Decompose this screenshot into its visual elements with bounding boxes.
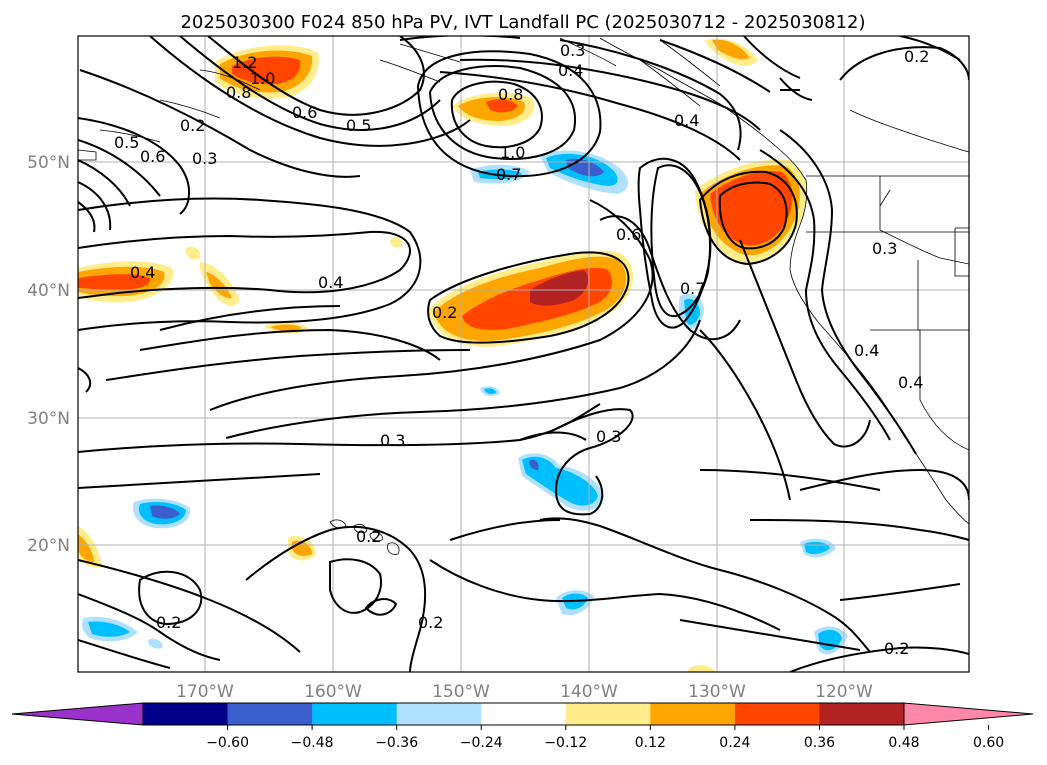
colorbar-segment	[227, 703, 313, 725]
colorbar-segment	[396, 703, 482, 725]
lon-label: 130°W	[688, 682, 746, 702]
contour-label: 0.8	[498, 85, 523, 104]
contour-label: 0.7	[496, 165, 521, 184]
lon-label: 160°W	[304, 682, 362, 702]
lat-label: 20°N	[27, 536, 70, 556]
colorbar-frame	[142, 702, 905, 726]
contour-label: 0.7	[680, 279, 705, 298]
lon-label: 170°W	[176, 682, 234, 702]
colorbar-tick-label: −0.48	[291, 735, 334, 751]
colorbar-segment	[650, 703, 736, 725]
lon-label: 140°W	[560, 682, 618, 702]
colorbar-tick-label: −0.24	[460, 735, 503, 751]
latitude-labels: 50°N 40°N 30°N 20°N	[27, 153, 70, 556]
colorbar-tick-label: −0.60	[206, 735, 249, 751]
contour-label: 0.2	[884, 639, 909, 658]
contour-label: 0.2	[418, 613, 443, 632]
contour-label: 0.2	[356, 527, 381, 546]
contour-label: 1.0	[250, 69, 275, 88]
colorbar: −0.60 −0.48 −0.36 −0.24 −0.12 0.12 0.24 0.36 0.4…	[11, 702, 1034, 751]
contour-label: 0.4	[854, 341, 879, 360]
colorbar-tick-label: 0.60	[973, 735, 1004, 751]
contour-label: 0.8	[226, 83, 251, 102]
contour-label: 0.6	[292, 103, 317, 122]
colorbar-segment	[481, 703, 567, 725]
contour-label: 0.2	[432, 303, 457, 322]
contour-labels: 0.2 0.3 0.4 0.5 0.6 0.8 1.0 0.7 0.2 0.6 …	[114, 41, 929, 658]
contour-label: 0.5	[346, 116, 371, 135]
colorbar-segment	[565, 703, 651, 725]
contour-label: 0.2	[904, 47, 929, 66]
contour-label: 1.2	[232, 53, 257, 72]
lat-label: 50°N	[27, 153, 70, 173]
lon-label: 150°W	[432, 682, 490, 702]
colorbar-extend-high	[903, 702, 1034, 726]
contour-label: 0.3	[872, 239, 897, 258]
contour-label: 0.3	[192, 149, 217, 168]
contour-label: 0.4	[898, 373, 923, 392]
colorbar-tick-label: 0.24	[719, 735, 750, 751]
colorbar-tick-label: 0.12	[635, 735, 666, 751]
contour-label: 0.4	[558, 61, 583, 80]
contour-label: 0.3	[560, 41, 585, 60]
colorbar-tick-label: 0.36	[804, 735, 835, 751]
contour-label: 0.4	[130, 263, 155, 282]
colorbar-segment	[143, 703, 229, 725]
contour-label: 0.3	[596, 427, 621, 446]
contour-label: 0.6	[140, 147, 165, 166]
negative-pv-shading	[82, 150, 848, 655]
lat-label: 30°N	[27, 409, 70, 429]
contour-label: 0.3	[380, 431, 405, 450]
lon-label: 120°W	[815, 682, 873, 702]
contour-label: 0.2	[180, 116, 205, 135]
ivt-contours	[78, 36, 969, 672]
map-frame	[77, 35, 970, 673]
colorbar-segment	[734, 703, 820, 725]
map-title: 2025030300 F024 850 hPa PV, IVT Landfall…	[180, 12, 865, 33]
contour-label: 0.2	[156, 613, 181, 632]
contour-label: 0.4	[674, 111, 699, 130]
colorbar-extend-low	[11, 702, 144, 726]
lat-label: 40°N	[27, 281, 70, 301]
longitude-labels: 170°W 160°W 150°W 140°W 130°W 120°W	[176, 682, 873, 702]
contour-label: 0.5	[114, 133, 139, 152]
colorbar-segment	[312, 703, 398, 725]
contour-label: 0.6	[616, 225, 641, 244]
colorbar-tick-label: −0.36	[375, 735, 418, 751]
contour-label: 1.0	[500, 143, 525, 162]
colorbar-segment	[819, 703, 905, 725]
colorbar-tick-label: 0.48	[888, 735, 919, 751]
graticule	[78, 36, 969, 672]
colorbar-tick-label: −0.12	[544, 735, 587, 751]
contour-label: 0.4	[318, 273, 343, 292]
map-panel	[78, 36, 969, 672]
